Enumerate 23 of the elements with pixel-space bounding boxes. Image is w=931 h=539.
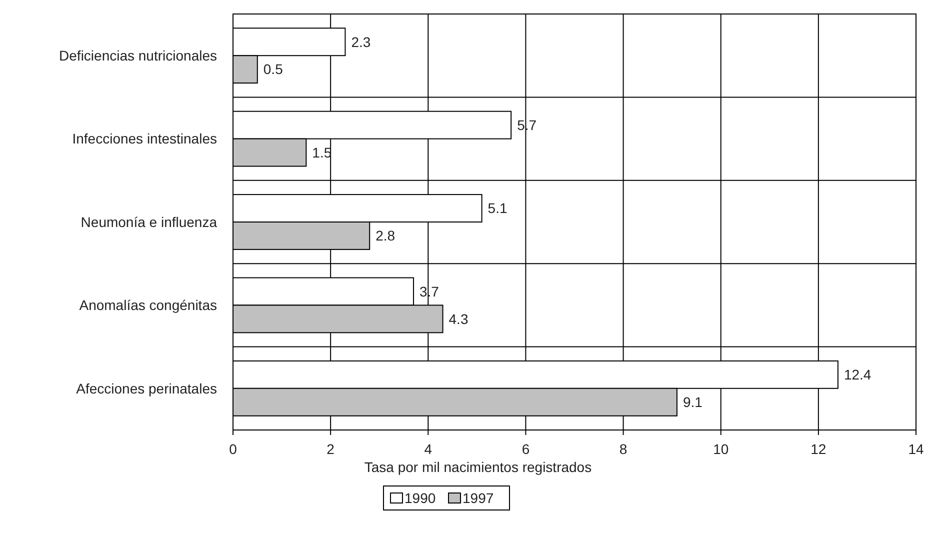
y-tick-label: Afecciones perinatales <box>76 380 217 396</box>
data-label: 2.3 <box>351 34 371 50</box>
data-label: 4.3 <box>448 310 468 327</box>
x-axis-title: Tasa por mil nacimientos registrados <box>364 459 592 475</box>
x-tick-label: 2 <box>326 441 335 457</box>
y-tick-label: Anomalías congénitas <box>79 297 217 314</box>
data-label: 5.1 <box>488 200 508 216</box>
data-label: 12.4 <box>844 366 872 383</box>
data-label: 2.8 <box>376 228 396 244</box>
data-label: 0.5 <box>263 61 284 78</box>
data-label: 9.1 <box>682 394 703 410</box>
y-tick-label: Neumonía e influenza <box>80 214 218 230</box>
x-tick-label: 4 <box>424 441 432 457</box>
legend-label: 1990 <box>404 490 436 506</box>
x-tick-label: 14 <box>908 441 924 457</box>
y-tick-label: Infecciones intestinales <box>72 130 217 147</box>
y-tick-label: Deficiencias nutricionales <box>59 48 217 64</box>
x-tick-label: 12 <box>810 441 826 457</box>
x-tick-label: 8 <box>619 441 628 457</box>
x-tick-label: 10 <box>713 441 729 457</box>
x-tick-label: 6 <box>522 441 530 457</box>
x-tick-label: 0 <box>229 441 238 457</box>
legend-label: 1997 <box>462 490 494 506</box>
